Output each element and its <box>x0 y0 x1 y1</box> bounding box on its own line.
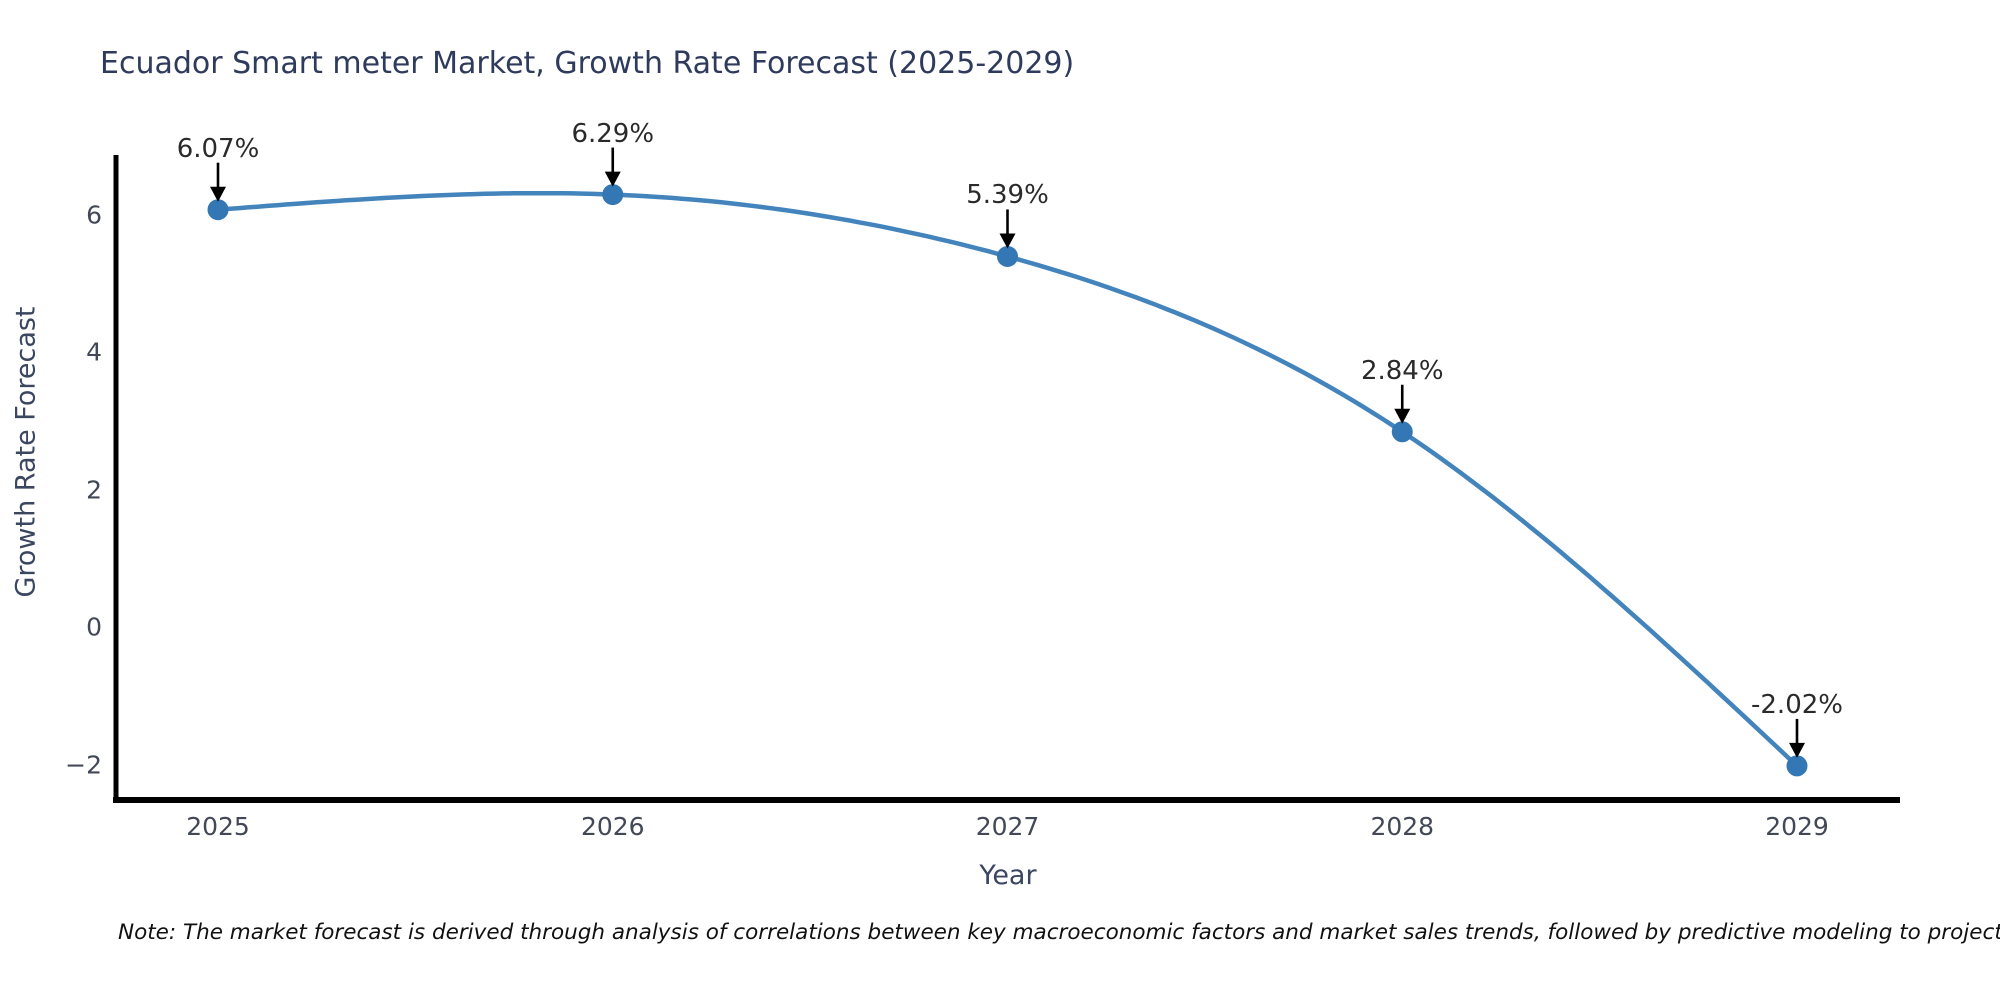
x-tick-label: 2028 <box>1370 812 1435 841</box>
data-point-value-label: 6.07% <box>176 133 260 164</box>
footnote-text: Note: The market forecast is derived thr… <box>118 920 2000 945</box>
annotation-arrow-head <box>999 233 1016 249</box>
annotation-arrow-head <box>1789 742 1805 758</box>
y-tick-label: 0 <box>86 612 102 642</box>
chart-title: Ecuador Smart meter Market, Growth Rate … <box>100 46 1075 81</box>
data-point-marker <box>207 199 229 221</box>
data-point-value-label: 2.84% <box>1360 355 1444 386</box>
y-tick-label: −2 <box>65 750 102 779</box>
data-point-marker <box>602 184 624 206</box>
y-tick-label: 6 <box>86 200 102 229</box>
y-tick-label: 4 <box>86 337 102 367</box>
data-point-value-label: 5.39% <box>966 180 1049 211</box>
chart-line <box>215 190 1800 769</box>
annotation-arrow-head <box>1394 408 1411 424</box>
x-tick-label: 2025 <box>186 812 250 841</box>
data-point-value-label: 6.29% <box>571 118 655 149</box>
data-point-marker <box>997 245 1018 267</box>
y-tick-label: 2 <box>86 475 102 504</box>
x-tick-label: 2026 <box>580 812 645 841</box>
data-point-marker <box>1786 755 1808 777</box>
data-point-value-label: -2.02% <box>1751 689 1843 720</box>
x-axis-label: Year <box>979 860 1037 891</box>
x-tick-label: 2027 <box>975 812 1040 841</box>
data-point-marker <box>1391 421 1413 443</box>
annotation-arrow-head <box>210 186 226 202</box>
annotation-arrow-head <box>604 171 621 187</box>
x-tick-label: 2029 <box>1765 812 1829 841</box>
